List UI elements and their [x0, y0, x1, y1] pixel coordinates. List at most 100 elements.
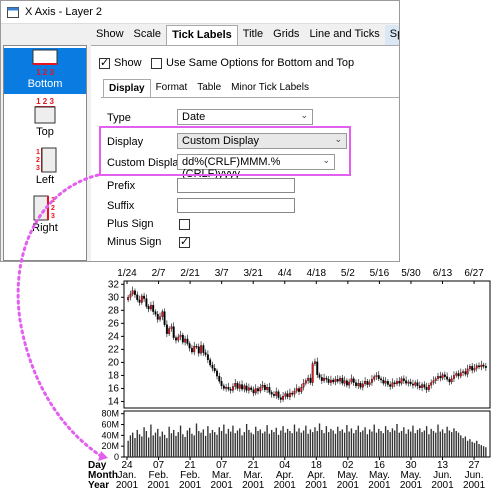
tab-scale[interactable]: Scale: [133, 28, 162, 40]
volume-bar: [330, 428, 332, 457]
display-value: Custom Display: [182, 135, 260, 147]
candle-body: [425, 387, 428, 390]
candle-body: [197, 346, 200, 354]
candle-body: [484, 366, 487, 368]
candle-body: [291, 392, 294, 395]
bottom-x-day-label: 16: [374, 460, 386, 471]
candle-body: [407, 381, 410, 384]
sidebar-item-right[interactable]: 1 2 3 Right: [4, 192, 86, 238]
bottom-x-day-label: 21: [248, 460, 260, 471]
bottom-x-year-label: 2001: [463, 480, 486, 491]
volume-bar: [223, 424, 225, 457]
candle-body: [152, 304, 155, 312]
subtab-display[interactable]: Display: [103, 79, 151, 97]
volume-bar: [157, 428, 159, 457]
volume-bar: [478, 444, 480, 457]
volume-bar: [368, 429, 371, 457]
display-select[interactable]: Custom Display ⌄: [177, 133, 347, 149]
plus-sign-checkbox[interactable]: [179, 219, 190, 230]
prefix-label: Prefix: [107, 180, 136, 192]
candle-body: [318, 374, 321, 378]
tab-tick-labels[interactable]: Tick Labels: [166, 25, 238, 45]
candle-body: [480, 364, 483, 368]
axis-top-icon: 1 2 3: [34, 97, 56, 124]
top-x-tick-label: 6/27: [464, 268, 484, 279]
same-options-label: Use Same Options for Bottom and Top: [166, 57, 355, 69]
sidebar-item-left[interactable]: 1 2 3 Left: [4, 144, 86, 190]
candle-body: [450, 378, 453, 383]
checkbox-box[interactable]: [99, 56, 110, 69]
tab-line-and-ticks[interactable]: Line and Ticks: [309, 28, 380, 40]
candle-body: [186, 338, 189, 344]
candle-body: [259, 387, 262, 392]
candle-body: [243, 385, 246, 390]
svg-text:3: 3: [51, 213, 55, 220]
candle-body: [405, 380, 408, 384]
candle-body: [241, 384, 244, 390]
price-y-tick-label: 26: [108, 318, 120, 329]
window-title: X Axis - Layer 2: [25, 6, 103, 18]
prefix-input[interactable]: [177, 178, 295, 193]
volume-bar: [184, 436, 186, 457]
candle-body: [345, 380, 348, 386]
volume-bar: [466, 440, 469, 457]
subtab-minor-tick-labels[interactable]: Minor Tick Labels: [231, 82, 309, 93]
candle-body: [204, 352, 207, 355]
candle-body: [247, 387, 250, 391]
checkbox-box[interactable]: [151, 57, 162, 69]
bottom-x-month-label: May.: [400, 470, 421, 481]
subtab-format[interactable]: Format: [155, 82, 188, 93]
volume-bar: [227, 428, 230, 457]
volume-bar: [384, 426, 387, 457]
candle-body: [389, 384, 392, 387]
volume-bar: [266, 425, 268, 457]
custom-display-select[interactable]: dd%(CRLF)MMM.%(CRLF)yyyy ⌄: [177, 154, 335, 180]
volume-bar: [460, 435, 462, 457]
minus-sign-checkbox[interactable]: [179, 235, 190, 248]
candle-body: [263, 385, 266, 390]
bottom-x-month-label: Feb.: [180, 470, 200, 481]
subtab-table[interactable]: Table: [197, 82, 222, 93]
volume-bar: [154, 432, 157, 457]
sidebar-item-top[interactable]: 1 2 3 Top: [4, 96, 86, 142]
tick-numbers-label: 1 2 3: [36, 68, 54, 77]
sidebar-item-bottom[interactable]: 1 2 3 Bottom: [4, 48, 86, 94]
candle-body: [177, 336, 180, 341]
same-options-checkbox[interactable]: Use Same Options for Bottom and Top: [151, 57, 354, 69]
candle-body: [375, 375, 378, 377]
chevron-down-icon: ⌄: [322, 155, 330, 165]
candle-body: [309, 377, 312, 383]
volume-bar: [264, 431, 266, 457]
top-x-tick-label: 6/13: [433, 268, 453, 279]
type-select[interactable]: Date ⌄: [177, 109, 313, 125]
candle-body: [136, 294, 139, 301]
volume-bar: [419, 428, 421, 457]
volume-bar: [127, 440, 129, 457]
candle-body: [229, 388, 232, 391]
volume-bar: [407, 429, 410, 457]
tab-grids[interactable]: Grids: [273, 28, 300, 40]
price-y-tick-label: 18: [108, 370, 120, 381]
candle-body: [143, 295, 146, 299]
price-y-tick-label: 32: [108, 279, 120, 290]
candle-body: [432, 380, 435, 383]
chevron-down-icon: ⌄: [300, 110, 308, 120]
suffix-input[interactable]: [177, 198, 295, 213]
top-x-tick-label: 2/7: [152, 268, 166, 279]
candle-body: [350, 378, 353, 383]
candle-body: [200, 345, 202, 354]
tab-show[interactable]: Show: [96, 28, 124, 40]
custom-display-label: Custom Display: [107, 157, 185, 169]
candle-body: [427, 385, 430, 390]
tab-special-ticks[interactable]: Special Ticks: [384, 25, 399, 45]
volume-bar: [191, 433, 193, 457]
tab-title[interactable]: Title: [242, 28, 264, 40]
volume-bar: [432, 431, 435, 457]
candle-body: [416, 382, 419, 387]
candle-body: [288, 392, 291, 398]
candle-body: [282, 396, 285, 400]
volume-bar: [168, 426, 170, 457]
volume-bar: [188, 427, 191, 457]
volume-bar: [282, 426, 284, 457]
show-checkbox[interactable]: Show: [99, 56, 142, 69]
